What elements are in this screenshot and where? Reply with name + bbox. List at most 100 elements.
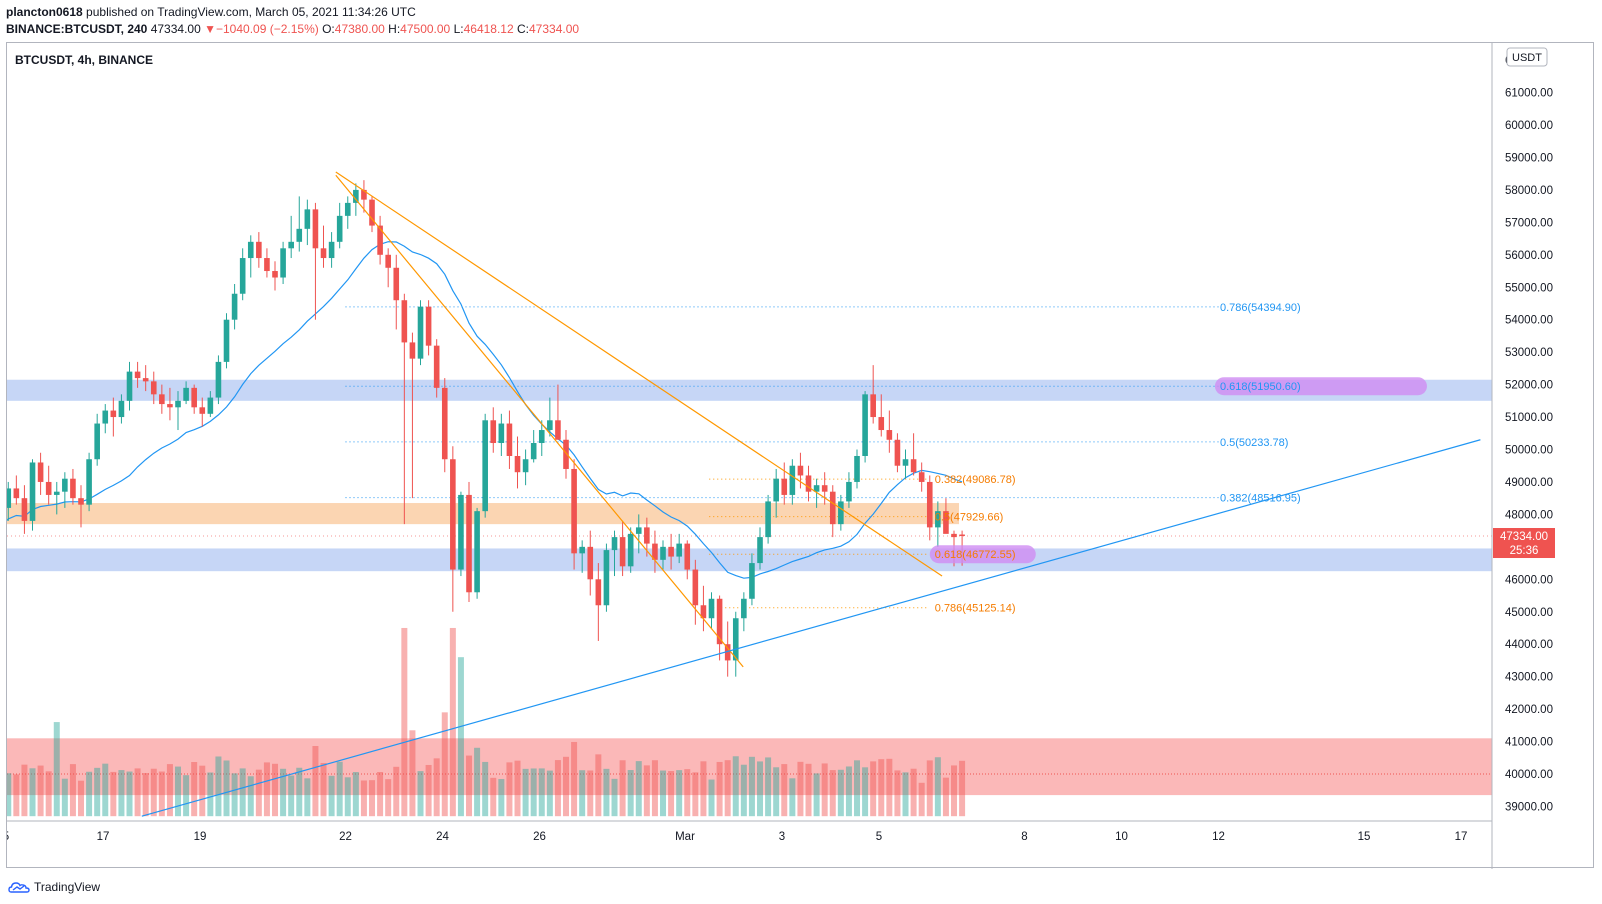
candle[interactable]	[627, 527, 634, 573]
candle[interactable]	[150, 371, 157, 405]
candle[interactable]	[409, 332, 416, 499]
candle[interactable]	[765, 494, 771, 544]
candle[interactable]	[458, 491, 464, 577]
candle[interactable]	[603, 543, 610, 612]
candle[interactable]	[369, 196, 375, 233]
candle[interactable]	[700, 585, 707, 632]
orange-trendline-2[interactable]	[335, 174, 744, 668]
candle[interactable]	[207, 391, 214, 418]
candle[interactable]	[191, 384, 197, 414]
candle[interactable]	[668, 533, 674, 570]
candle[interactable]	[635, 514, 642, 554]
candle[interactable]	[393, 254, 400, 330]
candle[interactable]	[70, 468, 76, 505]
candle[interactable]	[264, 248, 270, 278]
candle[interactable]	[288, 215, 294, 259]
candle[interactable]	[692, 559, 699, 625]
candle[interactable]	[256, 232, 262, 268]
candle[interactable]	[854, 449, 860, 489]
candle[interactable]	[21, 485, 28, 534]
candle[interactable]	[555, 384, 561, 440]
candle[interactable]	[272, 261, 278, 291]
candle[interactable]	[910, 433, 917, 476]
blue-trendline[interactable]	[141, 439, 1481, 817]
candle[interactable]	[732, 611, 739, 677]
candle[interactable]	[530, 430, 537, 463]
candle[interactable]	[506, 410, 513, 469]
candle[interactable]	[886, 410, 893, 453]
candle[interactable]	[482, 413, 488, 518]
candle[interactable]	[652, 530, 658, 573]
candle[interactable]	[312, 202, 319, 320]
candle[interactable]	[522, 449, 529, 486]
candle[interactable]	[547, 397, 553, 437]
candle[interactable]	[377, 215, 383, 265]
candle[interactable]	[716, 595, 723, 661]
candle[interactable]	[361, 180, 367, 213]
candle[interactable]	[935, 501, 941, 547]
candle[interactable]	[328, 232, 335, 268]
candle[interactable]	[821, 472, 828, 505]
candle[interactable]	[563, 430, 569, 479]
candle[interactable]	[110, 397, 117, 437]
candle[interactable]	[304, 199, 311, 246]
candle[interactable]	[45, 465, 52, 505]
candle[interactable]	[7, 481, 12, 521]
candle[interactable]	[943, 498, 949, 534]
candle[interactable]	[805, 465, 812, 502]
candle[interactable]	[611, 530, 618, 577]
candle[interactable]	[29, 459, 36, 531]
candle[interactable]	[466, 481, 472, 603]
candle[interactable]	[797, 452, 804, 489]
candle[interactable]	[781, 462, 788, 505]
candle[interactable]	[13, 475, 20, 505]
candle[interactable]	[215, 355, 222, 405]
candle[interactable]	[62, 472, 68, 508]
candle[interactable]	[498, 413, 505, 456]
candle[interactable]	[239, 248, 246, 301]
candle[interactable]	[918, 462, 925, 492]
candle[interactable]	[247, 235, 254, 278]
candle[interactable]	[829, 485, 836, 538]
candle[interactable]	[344, 196, 351, 229]
candle[interactable]	[571, 459, 577, 570]
candle[interactable]	[870, 365, 876, 424]
candle[interactable]	[86, 452, 92, 512]
candle[interactable]	[231, 284, 238, 330]
candle[interactable]	[926, 475, 933, 541]
candle[interactable]	[450, 446, 456, 612]
candle[interactable]	[167, 387, 173, 421]
currency-badge[interactable]: USDT	[1506, 47, 1548, 67]
candle[interactable]	[385, 248, 391, 288]
orange-trendline-1[interactable]	[335, 171, 943, 577]
candle[interactable]	[199, 397, 206, 427]
candle[interactable]	[813, 478, 820, 508]
candle[interactable]	[490, 407, 497, 453]
candle[interactable]	[175, 391, 181, 431]
candle[interactable]	[587, 530, 594, 596]
candle[interactable]	[118, 394, 125, 424]
candle[interactable]	[579, 540, 585, 573]
candle[interactable]	[53, 481, 60, 515]
tradingview-logo[interactable]: TradingView	[8, 880, 100, 894]
candle[interactable]	[741, 592, 747, 632]
candle[interactable]	[595, 563, 602, 641]
candle[interactable]	[838, 494, 844, 531]
candle[interactable]	[441, 378, 448, 473]
candle[interactable]	[134, 361, 141, 388]
candle[interactable]	[749, 553, 755, 606]
candle[interactable]	[846, 472, 852, 508]
candle[interactable]	[862, 391, 868, 463]
candle[interactable]	[773, 468, 779, 518]
candle[interactable]	[401, 293, 408, 525]
candle[interactable]	[878, 394, 885, 437]
chart-canvas[interactable]: 0.786(54394.90) 0.618(51950.60) 0.5(50233.…	[7, 43, 1595, 869]
candle[interactable]	[538, 420, 545, 456]
candle[interactable]	[417, 300, 424, 366]
chart-frame[interactable]: 0.786(54394.90) 0.618(51950.60) 0.5(50233.…	[6, 42, 1595, 869]
candle[interactable]	[37, 452, 44, 495]
candle[interactable]	[684, 540, 691, 580]
candle[interactable]	[126, 361, 133, 411]
candle[interactable]	[320, 225, 327, 268]
candle[interactable]	[296, 196, 303, 252]
